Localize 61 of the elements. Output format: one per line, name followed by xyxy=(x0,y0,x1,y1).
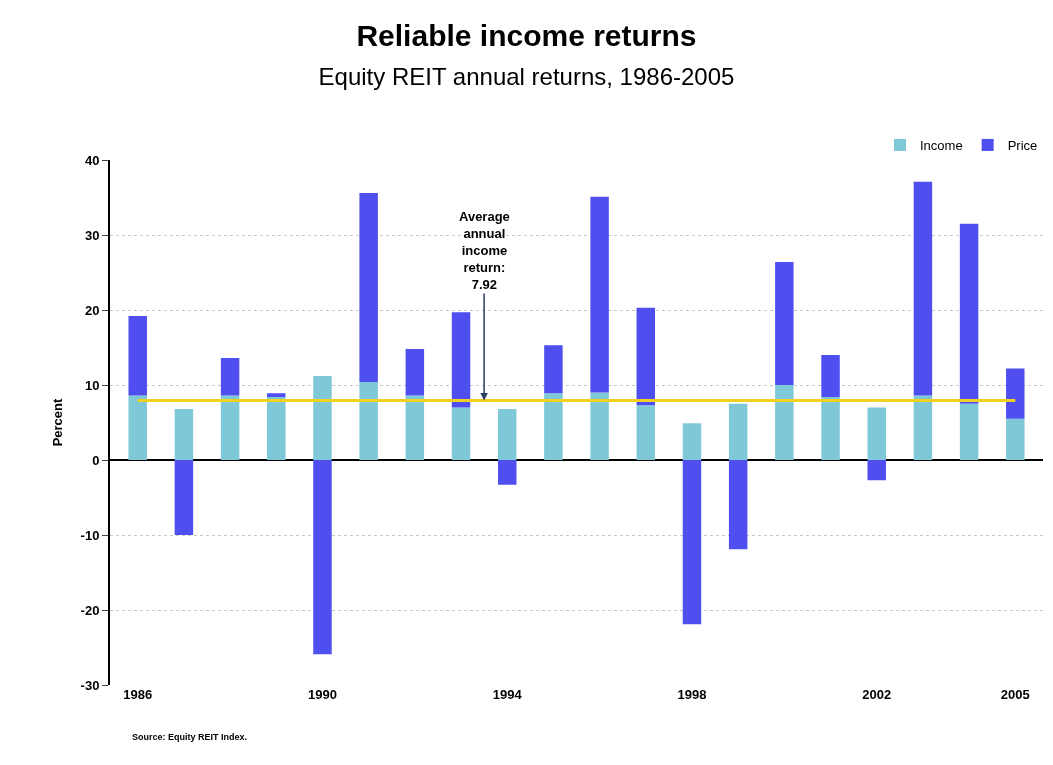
x-tick-label: 2005 xyxy=(1000,687,1030,702)
bar xyxy=(267,393,286,397)
bar xyxy=(775,385,794,460)
bar xyxy=(636,405,656,460)
bar xyxy=(821,397,840,460)
y-tick-label: -30 xyxy=(80,677,100,693)
bar xyxy=(590,392,609,460)
bar xyxy=(497,460,517,485)
y-tick-label: 40 xyxy=(84,152,100,168)
chart-title: Reliable income returns xyxy=(356,18,697,52)
bar xyxy=(682,460,702,625)
bar xyxy=(1006,368,1025,419)
bar xyxy=(451,407,471,460)
bar xyxy=(728,460,748,550)
bar xyxy=(128,316,147,396)
bar xyxy=(497,409,517,460)
annotation: Average annual income return: 7.92 xyxy=(459,209,510,292)
bar xyxy=(1006,418,1025,460)
bar xyxy=(867,460,886,481)
bar xyxy=(959,223,979,404)
x-tick-label: 2002 xyxy=(862,687,892,702)
bar xyxy=(174,409,194,460)
bar xyxy=(220,358,240,396)
x-tick-label: 1990 xyxy=(308,687,337,702)
bar xyxy=(544,345,563,394)
bar xyxy=(821,355,840,397)
bar xyxy=(220,395,240,460)
x-tick-label: 1994 xyxy=(492,687,523,702)
y-tick-label: -20 xyxy=(80,602,100,618)
y-tick-label: -10 xyxy=(80,527,100,543)
legend-label: Income xyxy=(920,138,963,154)
bar xyxy=(544,393,563,460)
bar xyxy=(590,196,609,393)
bar xyxy=(405,349,425,396)
bar xyxy=(728,403,748,460)
bar xyxy=(636,307,656,406)
x-tick-label: 1998 xyxy=(677,687,707,702)
bar xyxy=(313,376,332,460)
bar xyxy=(174,460,194,535)
legend-label: Price xyxy=(1007,138,1038,154)
source-note: Source: Equity REIT Index. xyxy=(132,732,248,742)
y-tick-label: 10 xyxy=(84,377,100,393)
bar xyxy=(913,181,933,396)
bar xyxy=(867,407,886,460)
bar xyxy=(359,193,378,382)
bar xyxy=(959,403,979,460)
y-tick-label: 30 xyxy=(84,227,100,243)
bar xyxy=(913,395,933,460)
chart-subtitle: Equity REIT annual returns, 1986-2005 xyxy=(318,62,735,90)
y-tick-label: 20 xyxy=(84,302,100,318)
bar xyxy=(682,423,702,460)
bar xyxy=(775,262,794,385)
bar xyxy=(359,382,378,460)
bar xyxy=(451,312,471,408)
y-tick-label: 0 xyxy=(92,452,100,468)
bar xyxy=(267,397,286,460)
bar xyxy=(405,395,425,460)
bar xyxy=(313,460,332,655)
y-axis-title: Percent xyxy=(50,397,66,447)
bar xyxy=(128,395,147,460)
x-tick-label: 1986 xyxy=(123,687,153,702)
